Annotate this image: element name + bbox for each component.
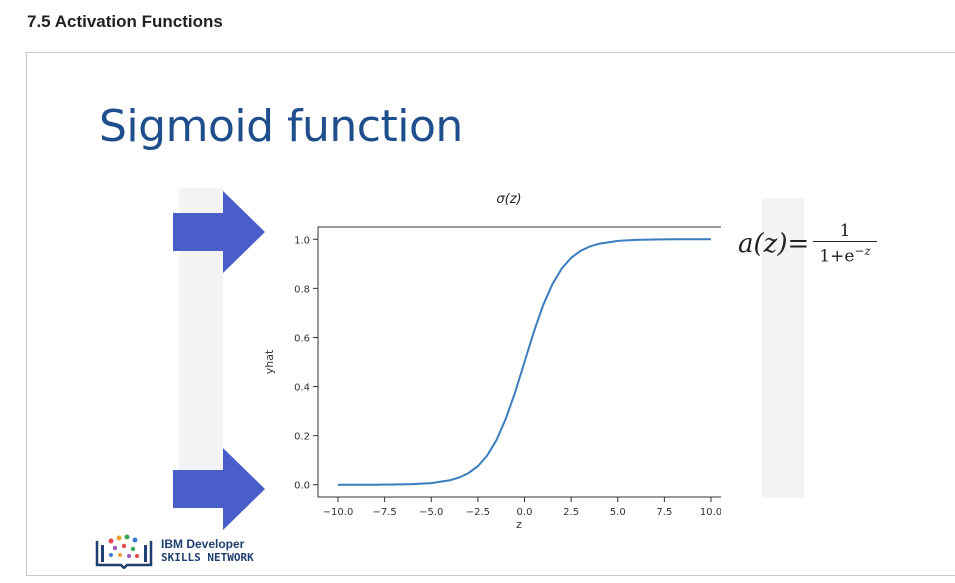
logo-line1: IBM Developer: [161, 537, 245, 551]
formula-fraction: 1 1+e−z: [813, 221, 877, 267]
y-tick-label: 0.8: [294, 284, 310, 295]
plot-frame: [317, 226, 721, 498]
x-tick-label: 2.5: [563, 507, 579, 518]
x-tick-label: −5.0: [419, 507, 443, 518]
y-tick-label: 0.6: [294, 333, 310, 344]
sigmoid-chart: σ(z) 0.0 0.2 0.4 0.6 0.8 1.0 −10.0 −7.5 −5.0 −2.…: [263, 192, 721, 530]
x-tick-label: 0.0: [517, 507, 533, 518]
formula-numerator: 1: [839, 221, 851, 241]
formula-denominator-base: 1+e: [819, 246, 855, 267]
y-tick-label: 0.2: [294, 432, 310, 443]
formula-denominator: 1+e−z: [813, 241, 877, 267]
x-tick-label: −7.5: [372, 507, 396, 518]
logo-line2: SKILLS NETWORK: [161, 551, 254, 564]
background-shape: [762, 198, 804, 498]
x-tick-label: 10.0: [700, 507, 721, 518]
y-tick-label: 1.0: [294, 235, 310, 246]
x-tick-label: 5.0: [610, 507, 626, 518]
ibm-logo: IBM Developer SKILLS NETWORK: [95, 533, 254, 569]
y-tick-label: 0.0: [294, 481, 310, 492]
slide-title: Sigmoid function: [99, 101, 463, 152]
x-axis-label: z: [516, 518, 522, 530]
slide: Sigmoid function σ(z) 0.0 0.2 0.4 0.6 0.8 1.0…: [26, 52, 955, 576]
y-axis-label: yhat: [263, 349, 276, 374]
arrow-top-icon: [173, 191, 265, 273]
formula-lhs: a(z)=: [738, 228, 810, 259]
arrow-bottom-icon: [173, 448, 265, 530]
chart-title: σ(z): [496, 192, 521, 207]
formula-exponent: −z: [854, 244, 871, 258]
page-heading: 7.5 Activation Functions: [27, 12, 223, 31]
x-tick-label: 7.5: [656, 507, 672, 518]
x-tick-label: −10.0: [323, 507, 354, 518]
books-network-icon: [95, 534, 153, 569]
sigmoid-curve: [338, 238, 711, 486]
x-tick-label: −2.5: [466, 507, 490, 518]
sigmoid-formula: a(z)= 1 1+e−z: [738, 221, 877, 267]
y-tick-label: 0.4: [294, 383, 310, 394]
